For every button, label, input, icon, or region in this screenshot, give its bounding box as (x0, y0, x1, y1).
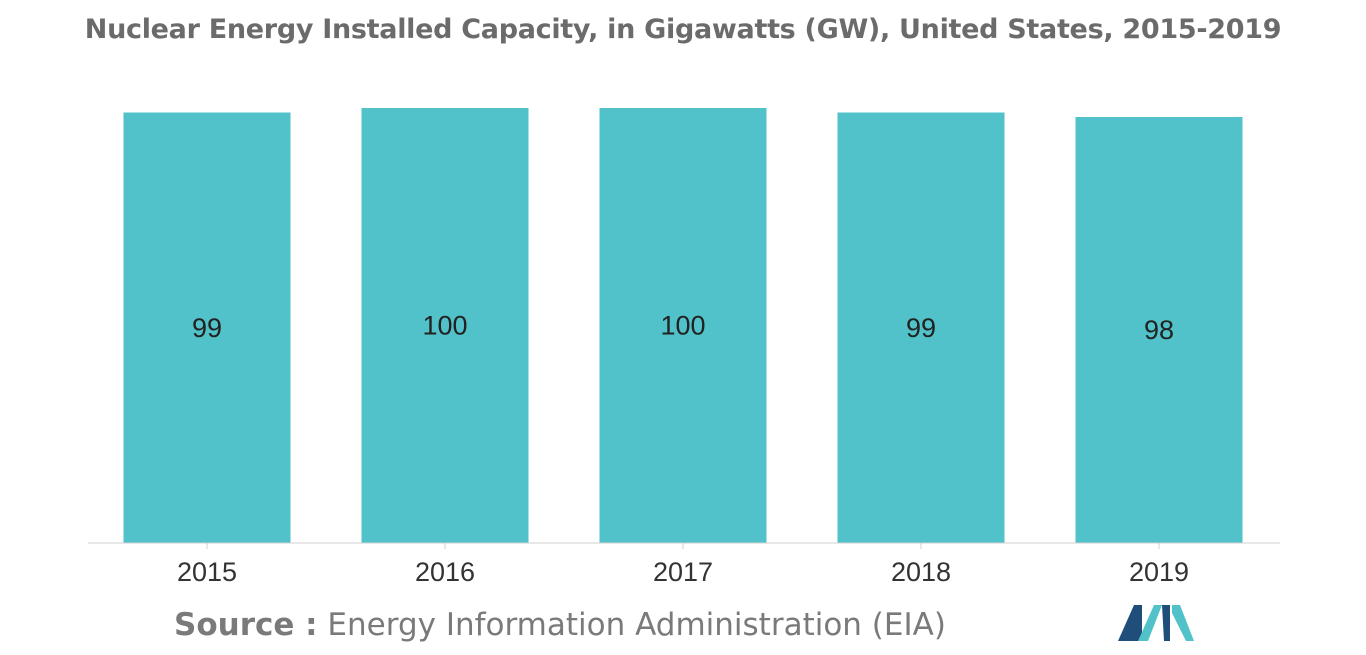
bar-2019 (1075, 117, 1243, 543)
chart-title: Nuclear Energy Installed Capacity, in Gi… (84, 14, 1282, 45)
bar-2017 (599, 108, 767, 543)
bar-value-label-2019: 98 (1144, 315, 1174, 345)
bars-group (123, 108, 1243, 543)
logo-right-stroke (1162, 605, 1170, 641)
x-tick-label-2015: 2015 (177, 557, 237, 587)
x-tick-label-2019: 2019 (1129, 557, 1189, 587)
bar-value-label-2016: 100 (422, 311, 467, 341)
data-labels-group: 99 100 100 99 98 (192, 311, 1174, 346)
x-tick-labels-group: 2015 2016 2017 2018 2019 (177, 543, 1189, 587)
source-text: Energy Information Administration (EIA) (317, 607, 946, 643)
x-tick-label-2016: 2016 (415, 557, 475, 587)
source-prefix: Source : (174, 607, 318, 643)
bar-value-label-2018: 99 (906, 313, 936, 343)
bar-chart: 99 100 100 99 98 2015 2016 2017 2018 2019 (88, 108, 1280, 587)
x-tick-label-2017: 2017 (653, 557, 713, 587)
x-tick-label-2018: 2018 (891, 557, 951, 587)
logo-middle-stroke (1138, 605, 1162, 641)
logo-left-stroke (1118, 605, 1142, 641)
brand-logo (1118, 605, 1194, 646)
bar-value-label-2015: 99 (192, 313, 222, 343)
logo-end-stroke (1172, 605, 1194, 641)
bar-2015 (123, 112, 291, 543)
bar-2018 (837, 112, 1005, 543)
source-line: Source : Energy Information Administrati… (174, 607, 946, 643)
bar-value-label-2017: 100 (660, 311, 705, 341)
bar-2016 (361, 108, 529, 543)
